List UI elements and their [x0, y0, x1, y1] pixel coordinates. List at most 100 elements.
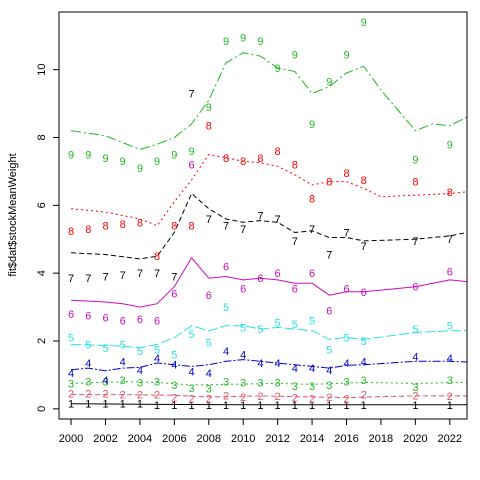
point-5-2012: 5 — [275, 317, 281, 329]
point-2-2013: 2 — [292, 393, 298, 405]
series-line-1 — [71, 403, 467, 406]
point-3-2013: 3 — [292, 381, 298, 393]
point-1-2005: 1 — [154, 400, 160, 412]
point-4-2015: 4 — [326, 365, 332, 377]
point-5-2011: 5 — [257, 324, 263, 336]
point-4-2022: 4 — [447, 353, 453, 365]
point-1-2008: 1 — [206, 400, 212, 412]
point-3-2005: 3 — [154, 377, 160, 389]
point-5-2015: 5 — [326, 345, 332, 357]
point-3-2008: 3 — [206, 384, 212, 396]
point-7-2020: 7 — [412, 236, 418, 248]
point-9-2003: 9 — [120, 156, 126, 168]
point-8-2015: 8 — [326, 177, 332, 189]
point-4-2013: 4 — [292, 363, 298, 375]
point-8-2012: 8 — [275, 146, 281, 158]
x-tick-label-2022: 2022 — [438, 433, 462, 445]
point-9-2020: 9 — [412, 155, 418, 167]
point-7-2006: 7 — [171, 272, 177, 284]
point-1-2002: 1 — [102, 399, 108, 411]
point-6-2010: 6 — [240, 283, 246, 295]
point-8-2004: 8 — [137, 217, 143, 229]
point-1-2016: 1 — [343, 400, 349, 412]
series-line-2 — [71, 394, 467, 399]
point-3-2022: 3 — [447, 375, 453, 387]
point-7-2013: 7 — [292, 236, 298, 248]
point-2-2000: 2 — [68, 389, 74, 401]
point-4-2001: 4 — [85, 358, 91, 370]
point-6-2002: 6 — [102, 312, 108, 324]
point-6-2017: 6 — [361, 287, 367, 299]
series-line-8 — [71, 153, 468, 227]
point-5-2001: 5 — [85, 339, 91, 351]
y-tick-label-6: 6 — [36, 202, 48, 208]
point-1-2001: 1 — [85, 399, 91, 411]
point-4-2017: 4 — [361, 356, 367, 368]
x-tick-label-2004: 2004 — [128, 433, 152, 445]
point-3-2006: 3 — [171, 380, 177, 392]
point-2-2009: 2 — [223, 390, 229, 402]
point-9-2013: 9 — [292, 49, 298, 61]
point-7-2007: 7 — [189, 88, 195, 100]
point-1-2006: 1 — [171, 400, 177, 412]
point-9-2014: 9 — [309, 119, 315, 131]
point-6-2022: 6 — [447, 267, 453, 279]
point-9-2016: 9 — [343, 49, 349, 61]
point-3-2010: 3 — [240, 377, 246, 389]
point-9-2008: 9 — [206, 102, 212, 114]
point-7-2000: 7 — [68, 273, 74, 285]
point-3-2014: 3 — [309, 381, 315, 393]
point-4-2006: 4 — [171, 360, 177, 372]
point-7-2001: 7 — [85, 273, 91, 285]
point-5-2000: 5 — [68, 333, 74, 345]
point-7-2016: 7 — [343, 228, 349, 240]
point-7-2012: 7 — [275, 214, 281, 226]
point-6-2003: 6 — [120, 316, 126, 328]
point-4-2000: 4 — [68, 368, 74, 380]
x-tick-label-2002: 2002 — [93, 433, 117, 445]
series-line-7 — [71, 192, 468, 260]
x-tick-label-2010: 2010 — [231, 433, 255, 445]
point-7-2017: 7 — [361, 241, 367, 253]
axis-layer: 2000 2002 2004 2006 2008 2010 2012 2014 2016 2018… — [36, 64, 462, 445]
plot-frame — [58, 11, 468, 420]
point-1-2020: 1 — [412, 400, 418, 412]
point-2-2004: 2 — [137, 390, 143, 402]
point-1-2004: 1 — [137, 399, 143, 411]
point-5-2016: 5 — [343, 333, 349, 345]
point-5-2020: 5 — [412, 324, 418, 336]
point-5-2013: 5 — [292, 319, 298, 331]
point-9-2012: 9 — [275, 63, 281, 75]
point-7-2004: 7 — [137, 268, 143, 280]
point-1-2000: 1 — [68, 399, 74, 411]
point-7-2005: 7 — [154, 268, 160, 280]
point-1-2014: 1 — [309, 400, 315, 412]
x-tick-label-2006: 2006 — [162, 433, 186, 445]
point-1-2011: 1 — [257, 400, 263, 412]
point-6-2005: 6 — [154, 316, 160, 328]
point-4-2004: 4 — [137, 365, 143, 377]
point-7-2014: 7 — [309, 224, 315, 236]
point-5-2007: 5 — [189, 329, 195, 341]
point-8-2005: 8 — [154, 251, 160, 263]
point-8-2001: 8 — [85, 224, 91, 236]
x-tick-label-2016: 2016 — [334, 433, 358, 445]
point-9-2000: 9 — [68, 149, 74, 161]
point-9-2002: 9 — [102, 153, 108, 165]
point-8-2022: 8 — [447, 187, 453, 199]
y-tick-label-8: 8 — [36, 134, 48, 140]
point-2-2007: 2 — [189, 394, 195, 406]
point-2-2005: 2 — [154, 390, 160, 402]
point-1-2003: 1 — [120, 399, 126, 411]
point-5-2022: 5 — [447, 321, 453, 333]
series-line-6 — [71, 257, 468, 308]
point-2-2010: 2 — [240, 392, 246, 404]
point-8-2009: 8 — [223, 153, 229, 165]
point-8-2011: 8 — [257, 153, 263, 165]
point-8-2007: 8 — [189, 221, 195, 233]
point-6-2009: 6 — [223, 261, 229, 273]
